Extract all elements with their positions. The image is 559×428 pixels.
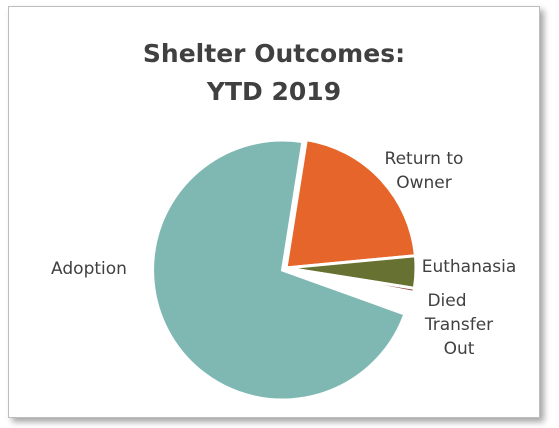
slice-label: Died	[427, 291, 467, 311]
slice-label: Adoption	[51, 259, 127, 279]
pie-chart	[151, 137, 418, 402]
slice-label: Transfer Out	[424, 315, 494, 359]
pie-slice	[284, 137, 418, 270]
slice-label: Return to Owner	[384, 149, 464, 193]
slice-label: Euthanasia	[421, 257, 517, 277]
chart-title: Shelter Outcomes: YTD 2019	[142, 39, 406, 106]
pie-slice	[285, 266, 416, 314]
pie-slice	[151, 138, 407, 402]
chart-frame: Shelter Outcomes: YTD 2019 Return to Own…	[8, 6, 540, 418]
